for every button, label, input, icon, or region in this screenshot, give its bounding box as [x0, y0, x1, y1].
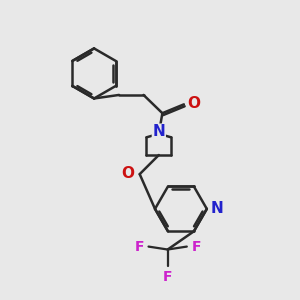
Text: O: O: [188, 96, 201, 111]
Text: O: O: [122, 166, 134, 181]
Text: N: N: [152, 124, 165, 139]
Text: N: N: [210, 201, 223, 216]
Text: F: F: [191, 240, 201, 254]
Text: F: F: [163, 270, 172, 284]
Text: F: F: [134, 240, 144, 254]
